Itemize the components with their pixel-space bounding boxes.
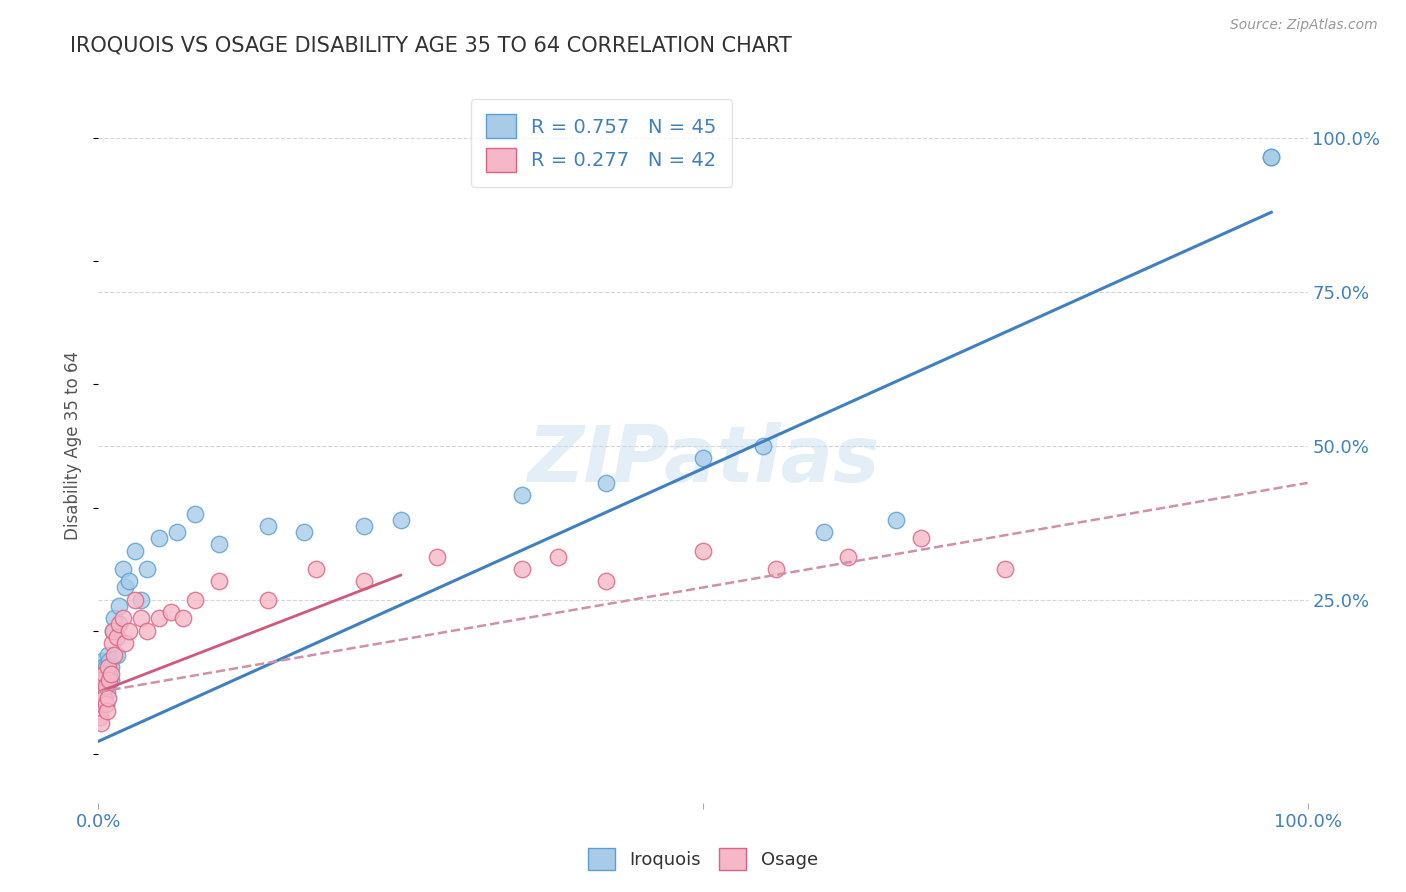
Point <box>160 605 183 619</box>
Point <box>547 549 569 564</box>
Point <box>114 636 136 650</box>
Point <box>90 715 112 730</box>
Point <box>103 611 125 625</box>
Point <box>97 648 120 662</box>
Text: Source: ZipAtlas.com: Source: ZipAtlas.com <box>1230 18 1378 32</box>
Point <box>184 507 207 521</box>
Point <box>91 673 114 687</box>
Point <box>111 611 134 625</box>
Point <box>389 513 412 527</box>
Point <box>166 525 188 540</box>
Point <box>91 673 114 687</box>
Point <box>93 666 115 681</box>
Point <box>765 562 787 576</box>
Point <box>98 654 121 668</box>
Point <box>96 704 118 718</box>
Point <box>97 660 120 674</box>
Point <box>256 519 278 533</box>
Point <box>124 592 146 607</box>
Point <box>100 660 122 674</box>
Point <box>98 673 121 687</box>
Point <box>184 592 207 607</box>
Point <box>91 660 114 674</box>
Point <box>97 673 120 687</box>
Point <box>105 630 128 644</box>
Point <box>837 549 859 564</box>
Point <box>103 648 125 662</box>
Point <box>90 666 112 681</box>
Text: IROQUOIS VS OSAGE DISABILITY AGE 35 TO 64 CORRELATION CHART: IROQUOIS VS OSAGE DISABILITY AGE 35 TO 6… <box>70 36 792 55</box>
Point <box>148 611 170 625</box>
Point <box>89 685 111 699</box>
Point <box>96 666 118 681</box>
Point <box>94 660 117 674</box>
Point <box>94 679 117 693</box>
Point <box>910 531 932 545</box>
Point <box>105 648 128 662</box>
Point <box>101 624 124 638</box>
Point <box>994 562 1017 576</box>
Point <box>813 525 835 540</box>
Point <box>97 691 120 706</box>
Point <box>692 543 714 558</box>
Y-axis label: Disability Age 35 to 64: Disability Age 35 to 64 <box>65 351 83 541</box>
Point <box>90 698 112 712</box>
Point <box>91 654 114 668</box>
Point <box>91 698 114 712</box>
Point <box>256 592 278 607</box>
Legend: Iroquois, Osage: Iroquois, Osage <box>579 839 827 880</box>
Point <box>129 611 152 625</box>
Point <box>1260 150 1282 164</box>
Point <box>108 617 131 632</box>
Point <box>692 451 714 466</box>
Point <box>886 513 908 527</box>
Point <box>353 519 375 533</box>
Point <box>208 574 231 589</box>
Point <box>111 562 134 576</box>
Point <box>100 636 122 650</box>
Point <box>135 624 157 638</box>
Point <box>426 549 449 564</box>
Point <box>91 673 114 687</box>
Point <box>96 685 118 699</box>
Point <box>100 673 122 687</box>
Point <box>510 562 533 576</box>
Point <box>1260 150 1282 164</box>
Point <box>135 562 157 576</box>
Point <box>208 537 231 551</box>
Point <box>353 574 375 589</box>
Point <box>91 685 114 699</box>
Point <box>118 624 141 638</box>
Point <box>595 574 617 589</box>
Point <box>752 439 775 453</box>
Point <box>292 525 315 540</box>
Point <box>305 562 328 576</box>
Point <box>108 599 131 613</box>
Point <box>94 698 117 712</box>
Point <box>114 581 136 595</box>
Point <box>98 666 121 681</box>
Point <box>595 475 617 490</box>
Point <box>101 624 124 638</box>
Point <box>89 709 111 723</box>
Point <box>124 543 146 558</box>
Point <box>510 488 533 502</box>
Point <box>93 691 115 706</box>
Point <box>129 592 152 607</box>
Point <box>94 679 117 693</box>
Point <box>148 531 170 545</box>
Point <box>93 666 115 681</box>
Point <box>93 685 115 699</box>
Point <box>118 574 141 589</box>
Text: ZIPatlas: ZIPatlas <box>527 422 879 499</box>
Point <box>172 611 194 625</box>
Point <box>100 666 122 681</box>
